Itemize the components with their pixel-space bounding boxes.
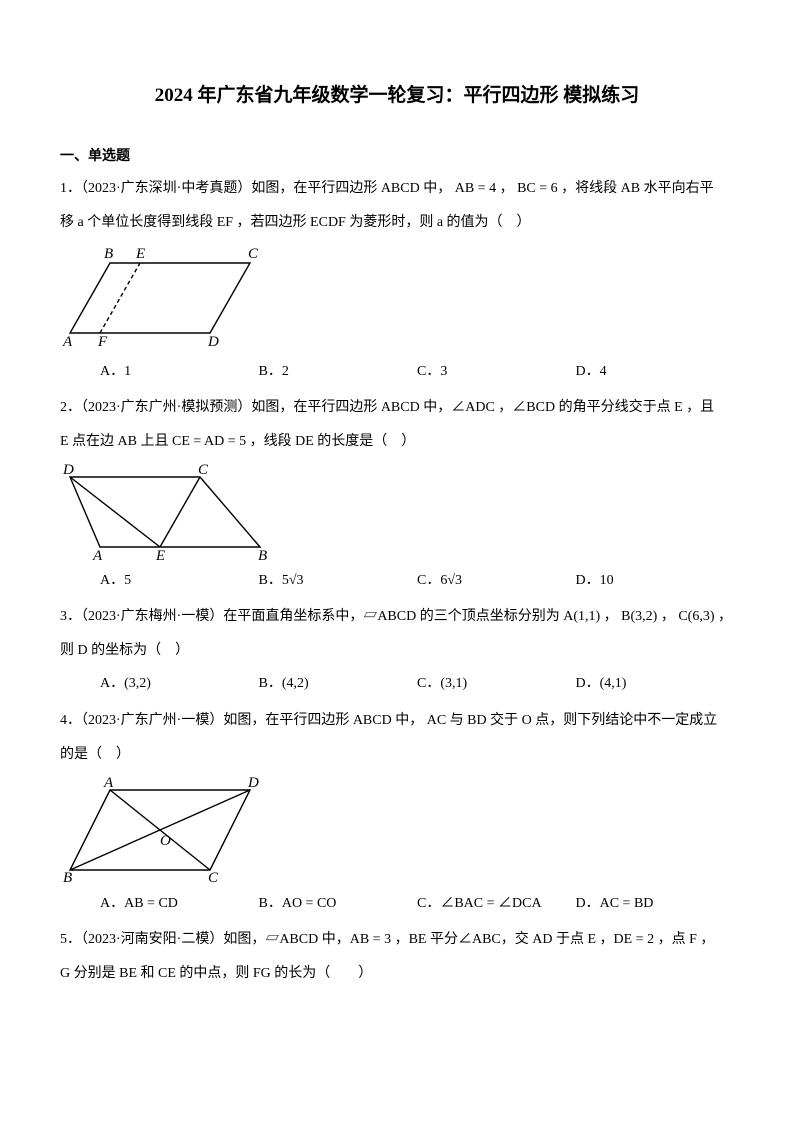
- label-A: A: [103, 775, 114, 791]
- q3-line2: 则 D 的坐标为（ ）: [60, 637, 734, 665]
- label-E: E: [135, 246, 145, 262]
- label-D: D: [207, 334, 219, 350]
- q1-figure: A F D B E C: [60, 243, 734, 353]
- q1-optB: B．2: [259, 359, 418, 384]
- label-E: E: [155, 548, 165, 562]
- q2-line2: E 点在边 AB 上且 CE = AD = 5 ，线段 DE 的长度是（ ）: [60, 428, 734, 456]
- label-B: B: [258, 548, 267, 562]
- label-O: O: [160, 833, 171, 849]
- q5-line1: 5．（2023·河南安阳·二模）如图，▱ABCD 中，AB = 3 ，BE 平分…: [60, 926, 734, 954]
- q3-optB: B．(4,2): [259, 671, 418, 696]
- page-title: 2024 年广东省九年级数学一轮复习：平行四边形 模拟练习: [60, 80, 734, 107]
- q3-options: A．(3,2) B．(4,2) C．(3,1) D．(4,1): [60, 671, 734, 696]
- q2-optC: C．6√3: [417, 568, 576, 593]
- q3-optA: A．(3,2): [100, 671, 259, 696]
- label-B: B: [63, 870, 72, 885]
- q3-optC: C．(3,1): [417, 671, 576, 696]
- label-C: C: [198, 462, 209, 478]
- q2-optB: B．5√3: [259, 568, 418, 593]
- q2-options: A．5 B．5√3 C．6√3 D．10: [60, 568, 734, 593]
- q4-optA: A．AB = CD: [100, 891, 259, 916]
- label-D: D: [247, 775, 259, 791]
- q4-optD: D．AC = BD: [576, 891, 735, 916]
- q4-optC: C．∠BAC = ∠DCA: [417, 891, 576, 916]
- q2-optD: D．10: [576, 568, 735, 593]
- label-C: C: [248, 246, 259, 262]
- q4-line2: 的是（ ）: [60, 741, 734, 769]
- q3-optD: D．(4,1): [576, 671, 735, 696]
- q4-line1: 4．（2023·广东广州·一模）如图，在平行四边形 ABCD 中， AC 与 B…: [60, 707, 734, 735]
- q2-optA: A．5: [100, 568, 259, 593]
- q2-figure: D C A E B: [60, 462, 734, 562]
- q5-line2: G 分别是 BE 和 CE 的中点，则 FG 的长为（ ）: [60, 960, 734, 988]
- q2-line1: 2．（2023·广东广州·模拟预测）如图，在平行四边形 ABCD 中，∠ADC …: [60, 394, 734, 422]
- q1-line1: 1．（2023·广东深圳·中考真题）如图，在平行四边形 ABCD 中， AB =…: [60, 175, 734, 203]
- q4-optB: B．AO = CO: [259, 891, 418, 916]
- q4-figure: A D B C O: [60, 775, 734, 885]
- q1-optD: D．4: [576, 359, 735, 384]
- label-A: A: [62, 334, 73, 350]
- q3-line1: 3．（2023·广东梅州·一模）在平面直角坐标系中，▱ABCD 的三个顶点坐标分…: [60, 603, 734, 631]
- label-B: B: [104, 246, 113, 262]
- q4-options: A．AB = CD B．AO = CO C．∠BAC = ∠DCA D．AC =…: [60, 891, 734, 916]
- q1-line2: 移 a 个单位长度得到线段 EF ，若四边形 ECDF 为菱形时，则 a 的值为…: [60, 209, 734, 237]
- q1-optC: C．3: [417, 359, 576, 384]
- section-header: 一、单选题: [60, 145, 734, 165]
- q1-options: A．1 B．2 C．3 D．4: [60, 359, 734, 384]
- label-C: C: [208, 870, 219, 885]
- label-D: D: [62, 462, 74, 478]
- q1-optA: A．1: [100, 359, 259, 384]
- label-F: F: [97, 334, 108, 350]
- label-A: A: [92, 548, 103, 562]
